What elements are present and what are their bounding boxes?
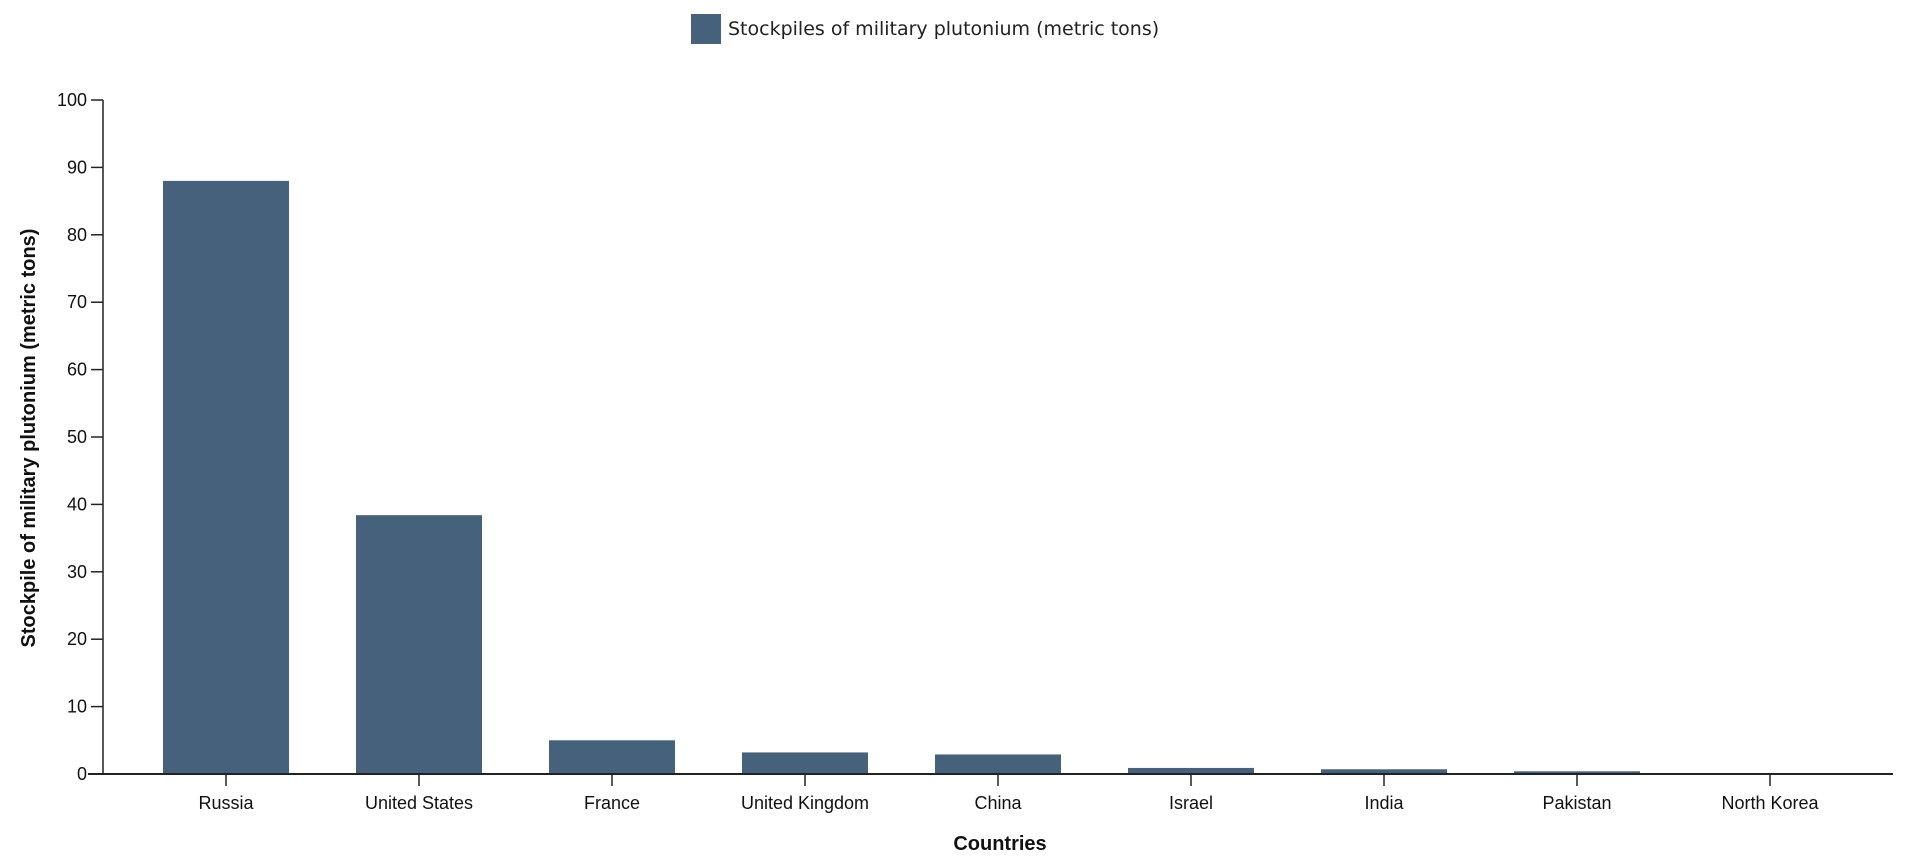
y-tick-label: 40 [67,494,87,514]
y-tick-label: 60 [67,360,87,380]
y-tick-label: 30 [67,562,87,582]
x-tick-label: Israel [1169,793,1213,813]
legend: Stockpiles of military plutonium (metric… [691,14,1159,44]
x-tick-label: North Korea [1721,793,1819,813]
y-tick-label: 10 [67,697,87,717]
bar-israel[interactable] [1128,767,1254,774]
x-tick-label: United States [365,793,473,813]
y-tick-label: 100 [57,90,87,110]
x-tick-label: France [584,793,640,813]
x-tick-label: China [974,793,1022,813]
bar-russia[interactable] [163,180,289,774]
y-axis-title: Stockpile of military plutonium (metric … [18,229,40,648]
y-tick-label: 70 [67,292,87,312]
legend-swatch [691,14,721,44]
y-tick-label: 0 [77,764,87,784]
bar-united-states[interactable] [356,515,482,774]
x-axis: Russia United States France United Kingdom C… [88,773,1893,813]
x-tick-label: Pakistan [1542,793,1611,813]
bar-china[interactable] [935,754,1061,774]
bar-india[interactable] [1321,769,1447,774]
bar-pakistan[interactable] [1514,771,1640,774]
bar-united-kingdom[interactable] [742,752,868,774]
x-tick-label: United Kingdom [741,793,869,813]
x-tick-label: India [1364,793,1404,813]
y-tick-label: 20 [67,629,87,649]
y-tick-label: 90 [67,157,87,177]
legend-label: Stockpiles of military plutonium (metric… [728,18,1160,40]
bar-france[interactable] [549,740,675,774]
y-tick-label: 50 [67,427,87,447]
x-axis-title: Countries [953,833,1046,855]
y-axis: 0 10 20 30 40 50 60 70 80 90 100 [57,90,104,784]
x-tick-label: Russia [198,793,254,813]
y-tick-label: 80 [67,225,87,245]
bars [163,180,1833,774]
